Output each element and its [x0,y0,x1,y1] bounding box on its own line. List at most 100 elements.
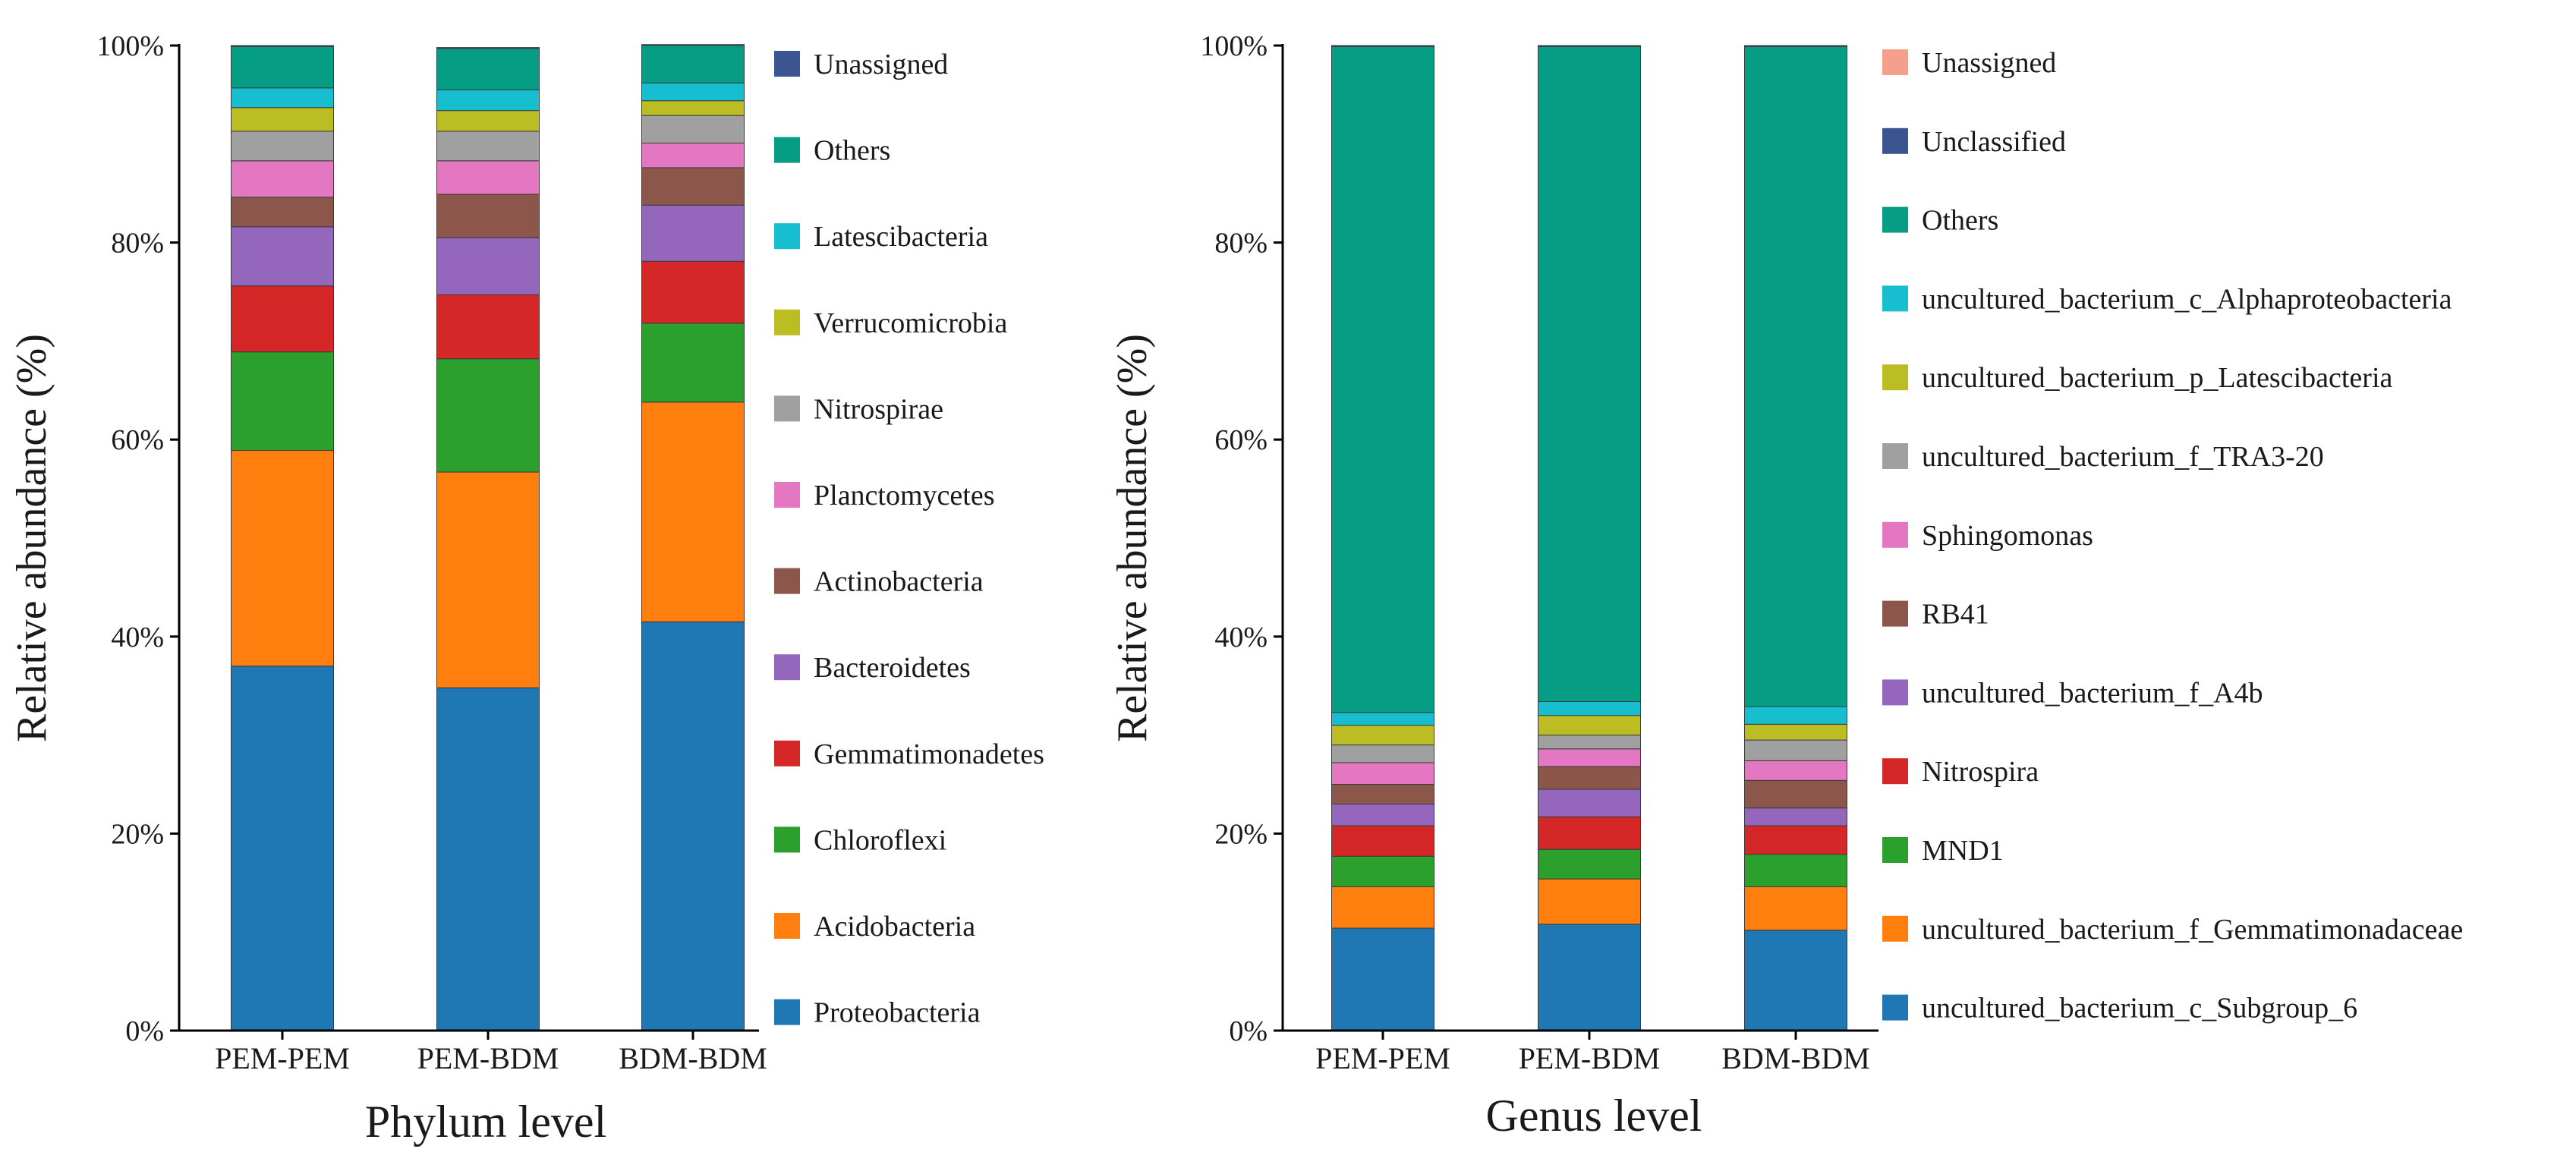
legend-swatch [1882,49,1908,75]
legend-swatch [774,223,800,250]
legend-label: RB41 [1922,599,1989,631]
legend-item: uncultured_bacterium_c_Subgroup_6 [1882,993,2357,1025]
bar-segment [641,323,745,403]
legend-label: Actinobacteria [814,566,984,598]
legend-swatch [1882,758,1908,785]
bar-segment [1331,46,1434,713]
bar-segment [641,143,745,168]
bar-segment [1331,855,1434,887]
legend-label: uncultured_bacterium_c_Alphaproteobacter… [1922,283,2452,315]
bar-segment [436,89,540,112]
bar-segment [1331,784,1434,804]
legend-item: MND1 [1882,835,2004,867]
bar-segment [1744,723,1847,741]
y-tick-label: 60% [1214,424,1268,456]
legend-item: Planctomycetes [774,480,994,512]
legend-item: Others [1882,205,1998,237]
bar-segment [1331,886,1434,929]
bar-segment [641,44,745,46]
bar-segment [231,160,334,198]
bar-segment [231,46,334,89]
legend-swatch [774,913,800,939]
legend-item: Proteobacteria [774,997,981,1029]
legend-label: Planctomycetes [814,480,994,512]
legend-item: Unassigned [774,49,948,80]
bar-segment [436,687,540,1031]
bar-segment [641,621,745,1031]
legend-swatch [774,482,800,508]
bar-segment [641,82,745,102]
legend-item: uncultured_bacterium_f_TRA3-20 [1882,441,2324,473]
legend-label: uncultured_bacterium_f_Gemmatimonadaceae [1922,914,2463,946]
bar-segment [1744,886,1847,931]
bar-segment [1331,725,1434,746]
bar-segment [641,45,745,83]
legend-item: Bacteroidetes [774,652,971,684]
bar-segment [1331,762,1434,785]
chart-1: 0% 20% 40% 60% 80% 100% PEM-PEM PEM-BDM BDM-BDM R… [8,30,1044,1147]
bar-segment [1538,766,1641,790]
bar-segment [641,167,745,206]
y-tick-label: 20% [1214,818,1268,850]
legend-swatch [774,137,800,163]
legend-item: Chloroflexi [774,824,946,856]
bar-segment [1331,712,1434,726]
legend-swatch [1882,679,1908,706]
bar-segment [641,115,745,144]
bar-segment [1538,46,1641,702]
legend-swatch [1882,443,1908,469]
legend-label: Proteobacteria [814,997,981,1029]
legend-label: Nitrospirae [814,393,943,425]
legend-item: Actinobacteria [774,566,984,598]
x-axis-title: Phylum level [365,1097,606,1147]
legend-item: Verrucomicrobia [774,307,1007,339]
legend-swatch [1882,364,1908,391]
legend-item: Unclassified [1882,126,2066,158]
x-tick-label: PEM-BDM [1519,1041,1661,1075]
y-tick-label: 100% [96,30,164,62]
bar-segment [1331,803,1434,826]
legend-label: Others [1922,205,1998,237]
legend-label: Latescibacteria [814,221,988,253]
bar-segment [231,351,334,451]
y-tick-label: 40% [111,622,164,653]
legend-swatch [1882,837,1908,863]
legend-swatch [774,654,800,681]
x-tick-label: PEM-PEM [215,1041,350,1075]
legend-item: Unassigned [1882,47,2056,79]
bar-segment [1331,744,1434,763]
legend-label: Bacteroidetes [814,652,971,684]
bar-segment [1538,700,1641,716]
legend-swatch [774,51,800,77]
y-tick-label: 80% [1214,228,1268,260]
legend: Unassigned Unclassified Others uncultured_b… [1882,47,2463,1025]
legend-item: uncultured_bacterium_f_Gemmatimonadaceae [1882,914,2463,946]
legend-item: uncultured_bacterium_f_A4b [1882,677,2263,709]
bar-segment [1744,825,1847,855]
bar-segment [1331,825,1434,857]
bar-segment [436,237,540,295]
legend-label: Acidobacteria [814,911,975,943]
bar-segment [436,194,540,238]
bar-segment [436,358,540,473]
bar-segment [436,131,540,162]
bar-segment [1538,735,1641,750]
legend-swatch [1882,285,1908,312]
bar-segment [641,204,745,262]
y-tick-label: 20% [111,818,164,850]
legend-label: Sphingomonas [1922,520,2093,552]
bar-segment [1744,706,1847,725]
legend-label: uncultured_bacterium_c_Subgroup_6 [1922,993,2357,1025]
legend: Unassigned Others Latescibacteria Verrucomi… [774,49,1044,1029]
legend-item: Others [774,135,890,167]
bar-segment [1538,748,1641,767]
legend-label: Unassigned [1922,47,2056,79]
bar-segment [1538,715,1641,736]
legend-label: Others [814,135,890,167]
x-axis-title: Genus level [1486,1091,1702,1141]
y-axis-title: Relative abundance (%) [8,334,55,742]
x-tick-label: PEM-PEM [1315,1041,1450,1075]
legend-label: Unassigned [814,49,948,80]
bar-segment [436,48,540,90]
